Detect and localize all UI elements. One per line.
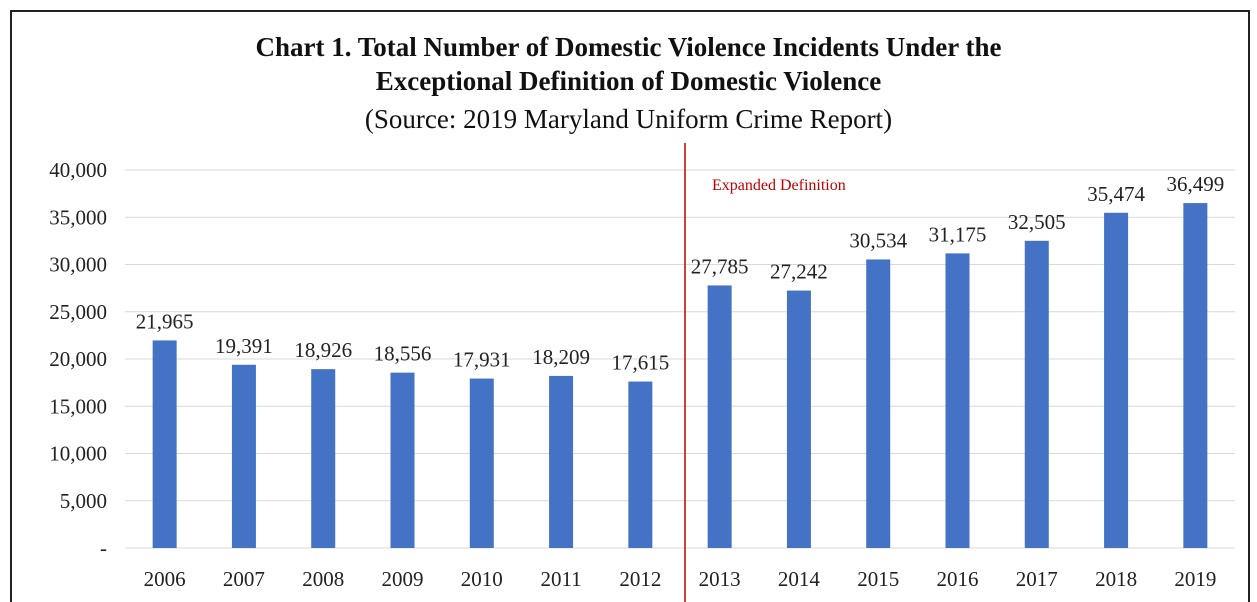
bar-2011 [549, 375, 574, 548]
x-tick-label-2017: 2017 [1016, 567, 1058, 591]
x-tick-label-2015: 2015 [857, 567, 899, 591]
data-label-2017: 32,505 [1008, 210, 1066, 234]
expanded-definition-annotation: Expanded Definition [712, 177, 846, 194]
data-label-2018: 35,474 [1087, 182, 1145, 206]
x-tick-label-2006: 2006 [144, 567, 186, 591]
bar-2006 [152, 340, 177, 548]
bar-2015 [866, 259, 891, 548]
y-tick-label-4: 20,000 [49, 347, 107, 371]
x-tick-label-2012: 2012 [619, 567, 661, 591]
x-tick-label-2011: 2011 [540, 567, 581, 591]
chart-title-line-1: Chart 1. Total Number of Domestic Violen… [255, 32, 1002, 62]
x-tick-label-2008: 2008 [302, 567, 344, 591]
chart-frame [10, 10, 1250, 602]
bar-2007 [231, 364, 256, 548]
x-tick-label-2014: 2014 [778, 567, 821, 591]
data-label-2019: 36,499 [1166, 172, 1224, 196]
x-tick-label-2019: 2019 [1174, 567, 1216, 591]
data-label-2013: 27,785 [691, 254, 749, 278]
data-label-2016: 31,175 [929, 222, 987, 246]
x-tick-label-2018: 2018 [1095, 567, 1137, 591]
data-label-2012: 17,615 [611, 351, 669, 375]
bar-2018 [1104, 212, 1129, 549]
bar-2010 [469, 378, 494, 548]
data-label-2008: 18,926 [294, 338, 352, 362]
x-tick-label-2010: 2010 [461, 567, 503, 591]
x-tick-label-2013: 2013 [699, 567, 741, 591]
bar-2016 [945, 253, 970, 549]
y-tick-label-1: 5,000 [60, 489, 107, 513]
x-tick-label-2016: 2016 [937, 567, 979, 591]
bar-2009 [390, 372, 415, 548]
bar-2019 [1183, 203, 1208, 548]
data-label-2006: 21,965 [136, 309, 194, 333]
bar-2008 [311, 369, 336, 548]
chart-subtitle: (Source: 2019 Maryland Uniform Crime Rep… [364, 104, 893, 134]
bar-2013 [707, 285, 732, 548]
bar-2017 [1024, 240, 1049, 548]
y-tick-label-8: 40,000 [49, 158, 107, 182]
data-label-2011: 18,209 [532, 345, 590, 369]
chart-title-line-2: Exceptional Definition of Domestic Viole… [375, 66, 882, 96]
bar-2012 [628, 381, 653, 548]
x-tick-label-2007: 2007 [223, 567, 265, 591]
y-tick-label-3: 15,000 [49, 394, 107, 418]
y-tick-label-0: - [100, 536, 107, 560]
x-tick-label-2009: 2009 [382, 567, 424, 591]
y-tick-label-7: 35,000 [49, 205, 107, 229]
y-tick-label-5: 25,000 [49, 300, 107, 324]
bar-2014 [786, 290, 811, 548]
y-tick-label-6: 30,000 [49, 253, 107, 277]
data-label-2010: 17,931 [453, 348, 511, 372]
data-label-2009: 18,556 [374, 342, 432, 366]
data-label-2014: 27,242 [770, 260, 828, 284]
y-tick-label-2: 10,000 [49, 442, 107, 466]
data-label-2007: 19,391 [215, 334, 273, 358]
data-label-2015: 30,534 [849, 228, 907, 252]
